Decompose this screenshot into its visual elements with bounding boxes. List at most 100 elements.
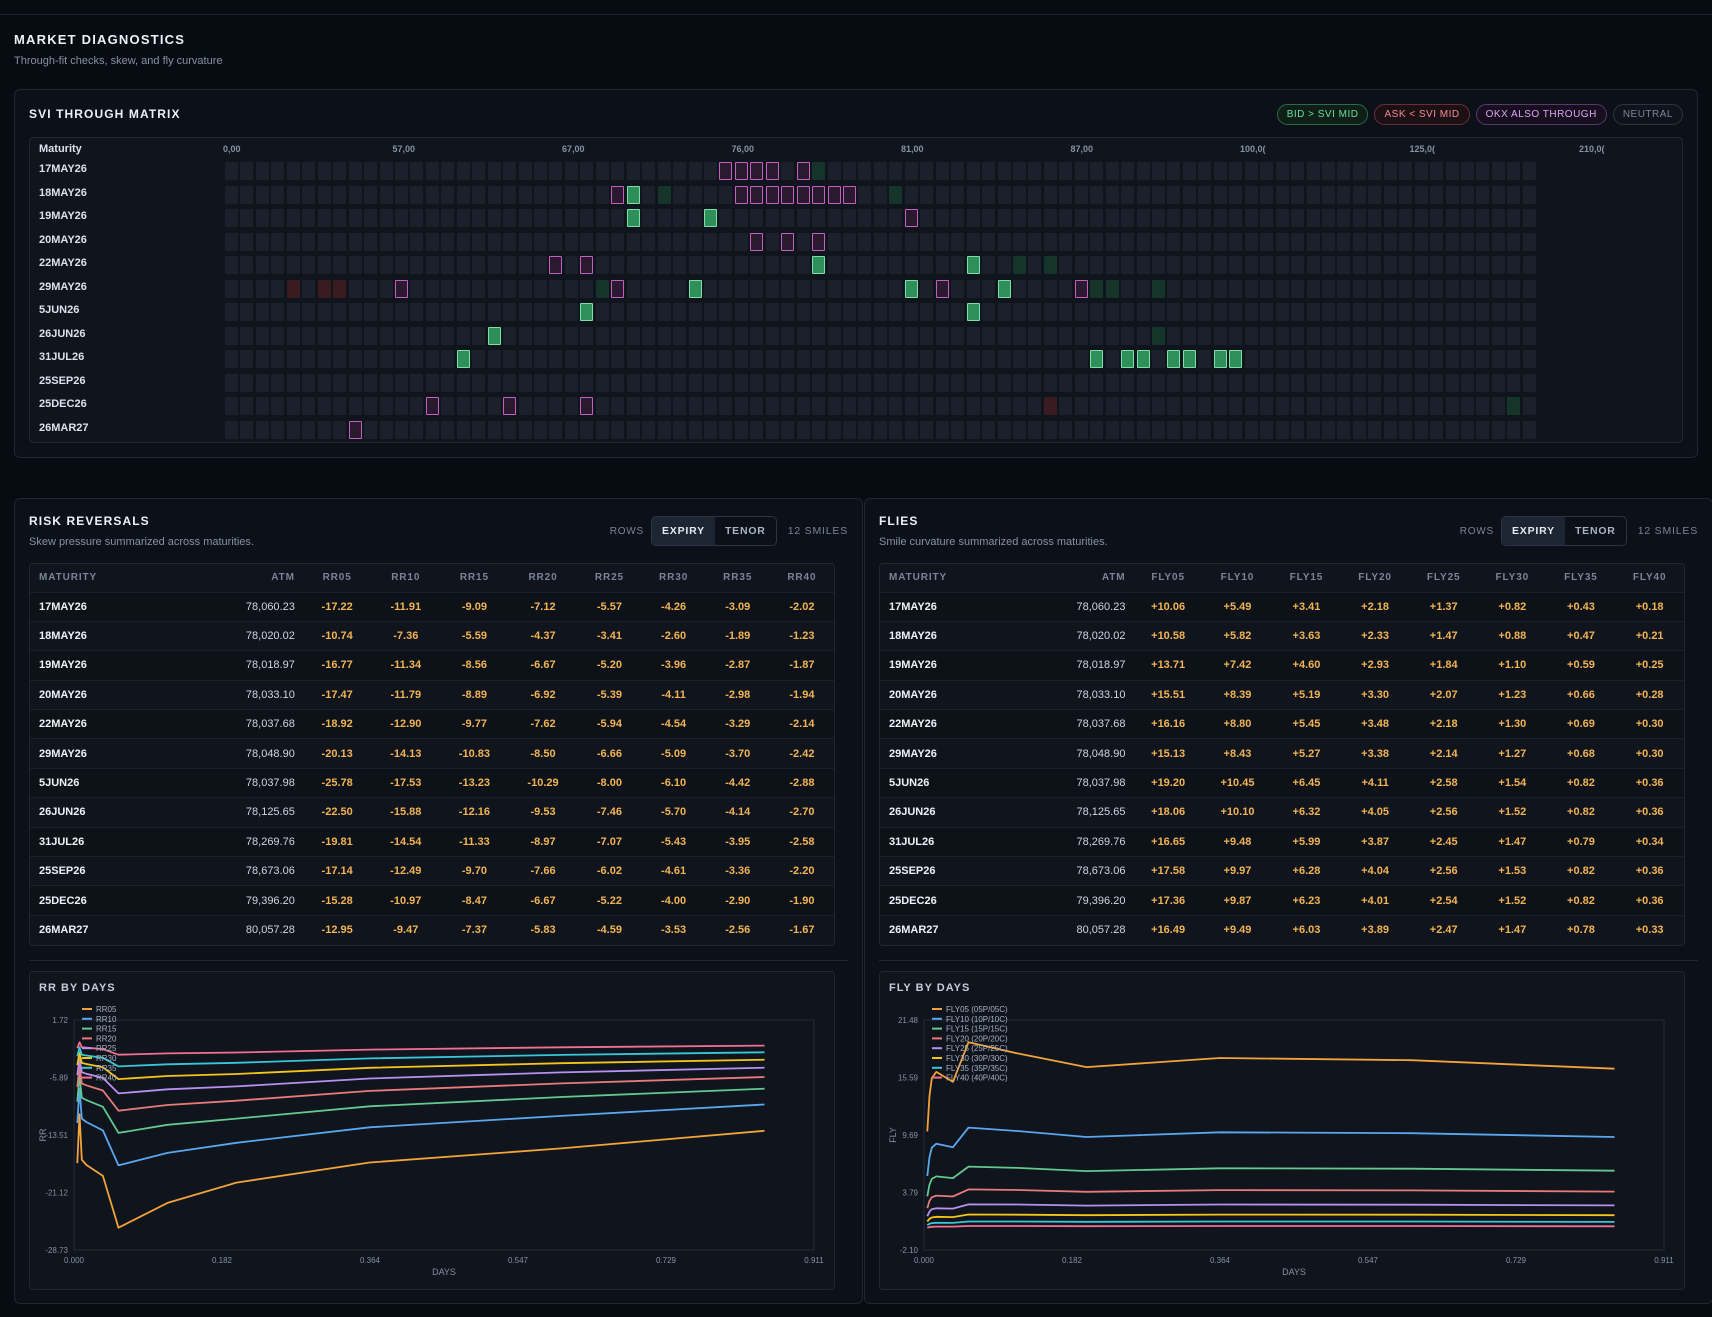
matrix-cell[interactable] — [642, 185, 656, 204]
matrix-cell[interactable] — [1476, 232, 1490, 251]
matrix-cell[interactable] — [827, 232, 841, 251]
matrix-cell[interactable] — [564, 397, 578, 415]
matrix-cell[interactable] — [889, 350, 903, 368]
matrix-cell[interactable] — [1136, 232, 1150, 251]
matrix-cell[interactable] — [240, 397, 254, 415]
matrix-cell[interactable] — [487, 420, 501, 439]
matrix-cell[interactable] — [673, 232, 687, 251]
matrix-cell[interactable] — [1152, 232, 1165, 251]
matrix-cell[interactable] — [1399, 279, 1413, 298]
matrix-cell[interactable] — [1445, 303, 1459, 321]
matrix-cell[interactable] — [796, 209, 810, 227]
matrix-cell[interactable] — [1059, 397, 1073, 415]
matrix-cell[interactable] — [812, 326, 826, 345]
matrix-cell[interactable] — [580, 373, 594, 392]
matrix-cell[interactable] — [240, 326, 254, 345]
matrix-cell[interactable] — [595, 209, 609, 227]
table-row[interactable]: 20MAY26 78,033.10 +15.51 +8.39 +5.19 +3.30 +2.… — [880, 679, 1684, 710]
matrix-cell-bid[interactable] — [1167, 350, 1181, 368]
matrix-cell[interactable] — [673, 256, 687, 274]
column-header[interactable]: MATURITY — [39, 572, 98, 584]
matrix-cell[interactable] — [626, 350, 640, 368]
matrix-cell[interactable] — [1244, 303, 1258, 321]
matrix-cell[interactable] — [549, 185, 563, 204]
matrix-cell[interactable] — [379, 232, 393, 251]
table-row[interactable]: 5JUN26 78,037.98 +19.20 +10.45 +6.45 +4.11 +2.… — [880, 767, 1684, 798]
matrix-cell[interactable] — [1136, 279, 1150, 298]
matrix-cell[interactable] — [765, 397, 779, 415]
matrix-cell[interactable] — [951, 279, 965, 298]
matrix-cell[interactable] — [410, 256, 424, 274]
matrix-cell[interactable] — [534, 162, 547, 180]
matrix-cell[interactable] — [564, 162, 578, 180]
matrix-cell[interactable] — [1399, 232, 1413, 251]
matrix-cell[interactable] — [966, 279, 980, 298]
matrix-cell[interactable] — [1105, 185, 1119, 204]
matrix-cell[interactable] — [781, 209, 795, 227]
matrix-cell[interactable] — [827, 209, 841, 227]
matrix-cell[interactable] — [657, 162, 671, 180]
matrix-cell[interactable] — [456, 232, 470, 251]
matrix-cell[interactable] — [611, 326, 625, 345]
matrix-cell[interactable] — [534, 256, 547, 274]
matrix-cell[interactable] — [425, 232, 439, 251]
matrix-cell[interactable] — [904, 303, 918, 321]
matrix-cell[interactable] — [1368, 185, 1382, 204]
matrix-cell-neubid[interactable] — [1043, 256, 1057, 274]
matrix-cell[interactable] — [688, 303, 702, 321]
matrix-cell[interactable] — [1182, 397, 1196, 415]
matrix-cell[interactable] — [1244, 397, 1258, 415]
matrix-cell[interactable] — [472, 185, 486, 204]
matrix-cell[interactable] — [1383, 162, 1397, 180]
matrix-cell[interactable] — [564, 256, 578, 274]
matrix-cell[interactable] — [1275, 185, 1289, 204]
matrix-cell[interactable] — [1167, 162, 1181, 180]
matrix-cell[interactable] — [781, 350, 795, 368]
matrix-cell[interactable] — [503, 373, 517, 392]
matrix-cell[interactable] — [1074, 350, 1088, 368]
matrix-cell[interactable] — [1461, 420, 1474, 439]
matrix-cell[interactable] — [286, 209, 300, 227]
matrix-cell[interactable] — [271, 209, 285, 227]
matrix-cell[interactable] — [379, 420, 393, 439]
matrix-cell[interactable] — [765, 350, 779, 368]
matrix-cell[interactable] — [441, 397, 455, 415]
matrix-cell[interactable] — [997, 326, 1011, 345]
matrix-cell[interactable] — [1198, 279, 1212, 298]
matrix-cell[interactable] — [966, 185, 980, 204]
matrix-cell[interactable] — [379, 350, 393, 368]
matrix-cell[interactable] — [750, 397, 764, 415]
matrix-cell-bid[interactable] — [1182, 350, 1196, 368]
matrix-cell[interactable] — [1321, 350, 1335, 368]
matrix-cell[interactable] — [549, 209, 563, 227]
matrix-cell[interactable] — [456, 397, 470, 415]
matrix-cell[interactable] — [1430, 209, 1444, 227]
table-row[interactable]: 25SEP26 78,673.06 -17.14 -12.49 -9.70 -7.66 -6… — [30, 856, 834, 886]
matrix-cell[interactable] — [642, 350, 656, 368]
matrix-cell[interactable] — [1383, 303, 1397, 321]
matrix-cell[interactable] — [441, 420, 455, 439]
matrix-cell[interactable] — [889, 162, 903, 180]
matrix-cell-okx[interactable] — [750, 162, 764, 180]
matrix-cell-okx[interactable] — [1074, 279, 1088, 298]
matrix-cell[interactable] — [1414, 209, 1428, 227]
matrix-cell[interactable] — [302, 162, 316, 180]
matrix-cell[interactable] — [271, 162, 285, 180]
matrix-cell[interactable] — [1383, 397, 1397, 415]
matrix-cell[interactable] — [1399, 185, 1413, 204]
matrix-cell[interactable] — [642, 209, 656, 227]
matrix-cell[interactable] — [271, 232, 285, 251]
matrix-cell[interactable] — [595, 256, 609, 274]
matrix-cell[interactable] — [441, 279, 455, 298]
matrix-cell[interactable] — [642, 373, 656, 392]
matrix-cell[interactable] — [657, 350, 671, 368]
matrix-cell[interactable] — [688, 209, 702, 227]
matrix-cell[interactable] — [1090, 256, 1104, 274]
matrix-cell[interactable] — [626, 279, 640, 298]
matrix-cell[interactable] — [1198, 326, 1212, 345]
matrix-cell[interactable] — [1229, 420, 1243, 439]
matrix-cell[interactable] — [1105, 350, 1119, 368]
matrix-cell[interactable] — [1491, 209, 1505, 227]
matrix-cell[interactable] — [1522, 185, 1536, 204]
matrix-cell[interactable] — [1012, 350, 1026, 368]
